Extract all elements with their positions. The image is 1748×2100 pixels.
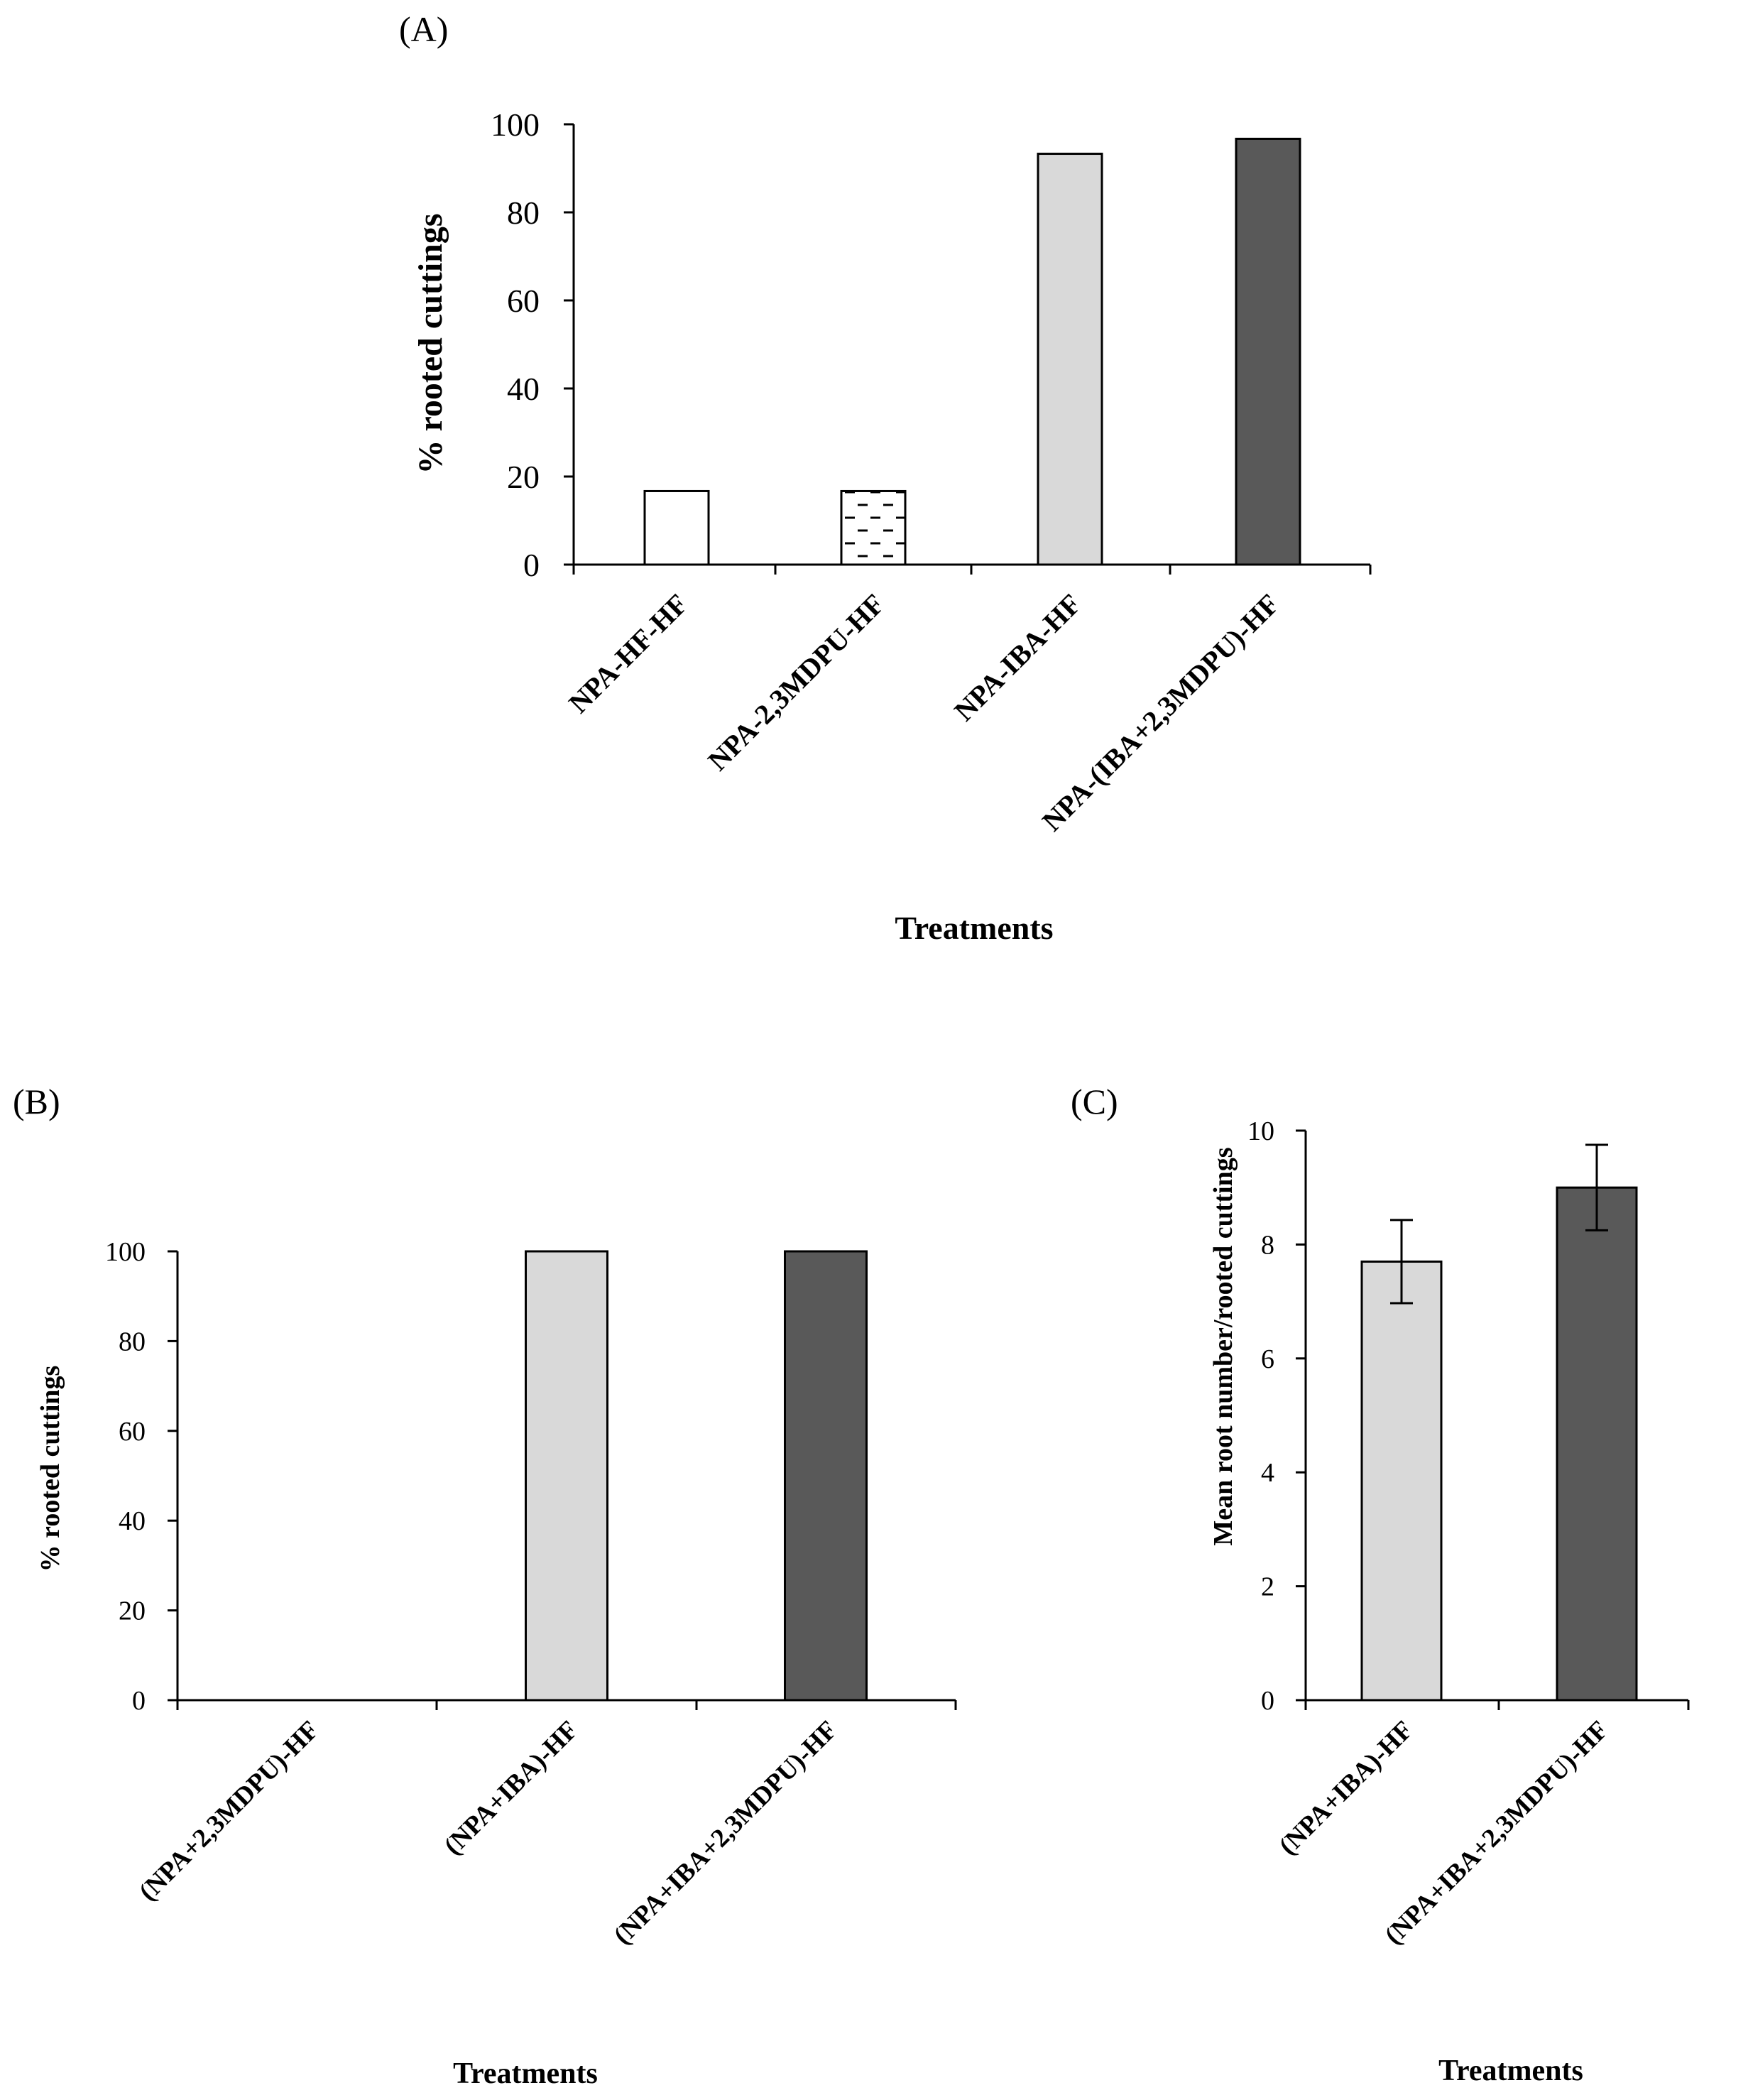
panel-a-y-axis-title: % rooted cuttings: [412, 213, 449, 474]
panel-a-y-tick-label: 0: [523, 547, 540, 583]
panel-b-bar: [525, 1250, 608, 1702]
panel-b-plot: 0 20 40 60 80 100 (NPA+2,3MDPU)-HF (NPA+IBA)-HF…: [105, 1237, 957, 1950]
panel-a-bar: [643, 489, 710, 566]
panel-c-category-label: (NPA+IBA+2,3MDPU)-HF: [1380, 1715, 1615, 1950]
panel-b-y-tick-label: 100: [105, 1237, 146, 1267]
panel-b-y-tick-label: 60: [119, 1417, 146, 1447]
panel-a-label: (A): [399, 9, 448, 49]
panel-c-y-tick-label: 6: [1261, 1344, 1274, 1374]
panel-c-y-tick-label: 0: [1261, 1686, 1274, 1716]
panel-c-label: (C): [1071, 1082, 1118, 1121]
panel-b-category-label: (NPA+2,3MDPU)-HF: [133, 1715, 324, 1906]
panel-c-y-axis-title: Mean root number/rooted cuttings: [1208, 1147, 1238, 1545]
panel-c-category-label: (NPA+IBA)-HF: [1274, 1715, 1419, 1861]
panel-a-bar: [1235, 137, 1301, 566]
panel-a-category-label: NPA-2,3MDPU-HF: [701, 588, 890, 777]
panel-a-y-tick-label: 20: [507, 459, 540, 495]
panel-a-bar: [840, 489, 907, 566]
panel-c-x-axis-title: Treatments: [1438, 2055, 1583, 2087]
panel-b-category-label: (NPA+IBA+2,3MDPU)-HF: [608, 1715, 843, 1950]
panel-c-y-tick-label: 2: [1261, 1572, 1274, 1602]
panel-b-y-tick-label: 0: [132, 1686, 146, 1716]
panel-c-y-tick-label: 10: [1247, 1116, 1274, 1146]
panel-a-category-label: NPA-IBA-HF: [948, 588, 1087, 727]
panel-b-bar: [784, 1250, 868, 1702]
panel-c-y-tick-label: 8: [1261, 1230, 1274, 1260]
panel-a-category-label: NPA-(IBA+2,3MDPU)-HF: [1036, 588, 1285, 837]
panel-a-plot: 0 20 40 60 80 100 NPA-HF-HF NPA-2,3MDPU-HF NPA-I…: [491, 107, 1372, 837]
panel-a-y-tick-label: 80: [507, 195, 540, 231]
panel-b-y-tick-label: 80: [119, 1327, 146, 1356]
panel-c-y-tick-label: 4: [1261, 1458, 1274, 1488]
panel-a-category-label: NPA-HF-HF: [562, 588, 694, 719]
panel-a-y-tick-label: 40: [507, 371, 540, 407]
panel-b-y-axis-title: % rooted cuttings: [35, 1366, 65, 1572]
panel-b-y-tick-label: 40: [119, 1506, 146, 1536]
panel-c-plot: 0 2 4 6 8 10 (NPA+IBA)-HF(NPA+IBA+2,3MDPU)-HF: [1247, 1116, 1690, 1950]
panel-b-x-axis-title: Treatments: [453, 2057, 598, 2090]
panel-a-y-tick-label: 60: [507, 283, 540, 319]
panel-b-label: (B): [13, 1082, 60, 1121]
panel-b-y-tick-label: 20: [119, 1596, 146, 1626]
panel-a-bar: [1037, 153, 1103, 566]
panel-b-category-label: (NPA+IBA)-HF: [439, 1715, 584, 1861]
panel-c-bar: [1556, 1186, 1638, 1702]
panel-a-x-axis-title: Treatments: [895, 910, 1053, 946]
panel-a-y-tick-label: 100: [491, 107, 540, 143]
panel-c-bar: [1360, 1260, 1443, 1702]
